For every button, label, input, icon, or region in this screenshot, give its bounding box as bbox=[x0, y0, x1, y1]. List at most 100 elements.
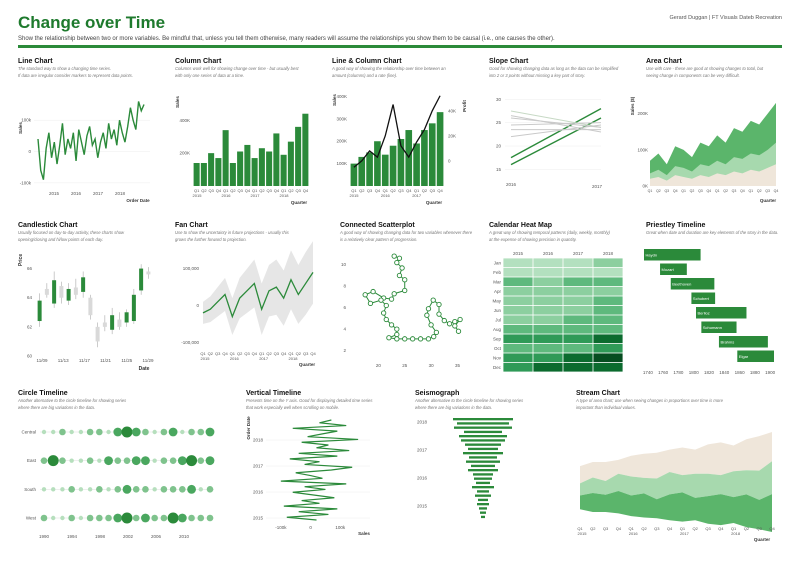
x-tick-label: 2006 bbox=[151, 534, 162, 539]
timeline-circle bbox=[78, 487, 84, 492]
x-tick-label: Q1 bbox=[200, 351, 206, 356]
y-tick-label: 200K bbox=[637, 111, 648, 116]
timeline-circle bbox=[141, 456, 150, 466]
timeline-circle bbox=[177, 513, 187, 523]
timeline-circle bbox=[132, 514, 140, 522]
x-tick-label: 1880 bbox=[750, 370, 761, 375]
bar bbox=[421, 130, 428, 186]
x-tick-label: Q3 bbox=[215, 351, 221, 356]
timeline-circle bbox=[96, 428, 103, 436]
panel-title: Area Chart bbox=[646, 58, 682, 65]
heat-cell bbox=[563, 362, 593, 372]
seismo-bar bbox=[477, 490, 489, 493]
panel-title: Connected Scatterplot bbox=[340, 222, 415, 229]
fan-line bbox=[202, 272, 314, 319]
column-label: 2018 bbox=[603, 251, 614, 256]
bar bbox=[200, 163, 207, 186]
x-tick-label: Q2 bbox=[266, 351, 272, 356]
timeline-circle bbox=[142, 486, 149, 493]
y-tick-label: 2017 bbox=[417, 448, 428, 453]
x-tick-label: Q1 bbox=[281, 188, 287, 193]
x-tick-label: Q1 bbox=[288, 351, 294, 356]
year-label: 2016 bbox=[381, 193, 391, 198]
stream-series bbox=[580, 461, 772, 500]
panel-desc: grows the further forward to projection. bbox=[175, 236, 247, 242]
bar bbox=[251, 158, 258, 186]
x-tick-label: Q4 bbox=[252, 351, 258, 356]
x-tick-label: 35 bbox=[455, 363, 461, 368]
timeline-circle bbox=[160, 457, 168, 464]
y-tick-label: 10 bbox=[341, 262, 347, 267]
x-axis-label: Quarter bbox=[754, 537, 771, 542]
x-tick-label: 25 bbox=[402, 363, 408, 368]
heat-cell bbox=[593, 315, 623, 325]
profit-line bbox=[353, 95, 441, 168]
area-chart-header: Area Chart Use with care - these are goo… bbox=[646, 58, 786, 78]
heat-cell bbox=[593, 296, 623, 306]
page-title: Change over Time bbox=[18, 13, 166, 32]
row-label: Central bbox=[21, 430, 36, 435]
timeline-bar bbox=[701, 321, 737, 333]
heatmap-chart-header: Calendar Heat Map A great way of showing… bbox=[489, 222, 629, 242]
row-label: West bbox=[26, 516, 37, 521]
bar bbox=[280, 154, 287, 186]
bar bbox=[287, 141, 294, 186]
y-tick-label: 2015 bbox=[253, 516, 264, 521]
timeline-circle bbox=[121, 512, 133, 524]
y-tick-label: 0 bbox=[196, 303, 199, 308]
candle-body bbox=[81, 277, 86, 292]
scatter-point bbox=[457, 316, 463, 323]
seismo-bar bbox=[475, 494, 491, 497]
y-tick-label: 2018 bbox=[253, 438, 264, 443]
seismo-bar bbox=[474, 477, 492, 480]
x-tick-label: Q2 bbox=[201, 188, 207, 193]
heat-cell bbox=[533, 334, 563, 344]
column-label: 2015 bbox=[513, 251, 524, 256]
timeline-circle bbox=[206, 486, 214, 493]
timeline-circle bbox=[86, 514, 94, 522]
line-chart-header: Line Chart The standard way to show a ch… bbox=[18, 58, 158, 78]
timeline-circle bbox=[96, 486, 103, 493]
slope-chart-header: Slope Chart Good for showing changing da… bbox=[489, 58, 629, 78]
x-tick-label: 1998 bbox=[95, 534, 106, 539]
scatter-point bbox=[446, 321, 453, 327]
year-label: 2017 bbox=[259, 356, 269, 361]
panel-desc: A good way of showing the relationship o… bbox=[332, 66, 446, 71]
candle-body bbox=[117, 319, 122, 327]
x-tick-label: Q2 bbox=[296, 351, 302, 356]
bar bbox=[374, 141, 381, 186]
y-tick-label: 60 bbox=[27, 354, 33, 359]
x-tick-label: 1990 bbox=[39, 534, 50, 539]
scatter-point bbox=[399, 265, 405, 271]
column-label: 2017 bbox=[573, 251, 584, 256]
x-axis-label: Date bbox=[139, 366, 150, 372]
timeline-circle bbox=[78, 429, 84, 435]
timeline-bar bbox=[644, 249, 701, 261]
x-tick-label: Q2 bbox=[422, 188, 428, 193]
column-chart-header: Column Chart Columns work well for showi… bbox=[175, 58, 315, 78]
panel-title: Column Chart bbox=[175, 58, 222, 65]
x-tick-label: 1820 bbox=[704, 370, 715, 375]
seismo-bar bbox=[461, 439, 505, 442]
timeline-circle bbox=[122, 484, 132, 494]
vertical-chart-header: Vertical Timeline Presents time on the Y… bbox=[246, 390, 386, 410]
seismo-bar bbox=[453, 418, 513, 421]
bar bbox=[229, 163, 236, 186]
x-tick-label: Q4 bbox=[616, 526, 622, 531]
vertical-line bbox=[280, 419, 359, 521]
x-tick-label: Q1 bbox=[414, 188, 420, 193]
x-tick-label: Q1 bbox=[680, 526, 686, 531]
year-label: 2017 bbox=[412, 193, 422, 198]
candle-body bbox=[124, 312, 129, 323]
x-tick-label: Q1 bbox=[194, 188, 200, 193]
y-tick-label: 100K bbox=[637, 147, 648, 152]
x-tick-label: Q4 bbox=[222, 351, 228, 356]
bar bbox=[237, 151, 244, 186]
candle-body bbox=[146, 271, 151, 275]
slope-line bbox=[510, 124, 602, 138]
x-tick-label: Q2 bbox=[208, 351, 214, 356]
timeline-circle bbox=[106, 429, 111, 435]
timeline-circle bbox=[78, 515, 84, 521]
y-tick-label: 6 bbox=[343, 305, 346, 310]
panel-desc: where there are big variations in the da… bbox=[18, 404, 96, 410]
